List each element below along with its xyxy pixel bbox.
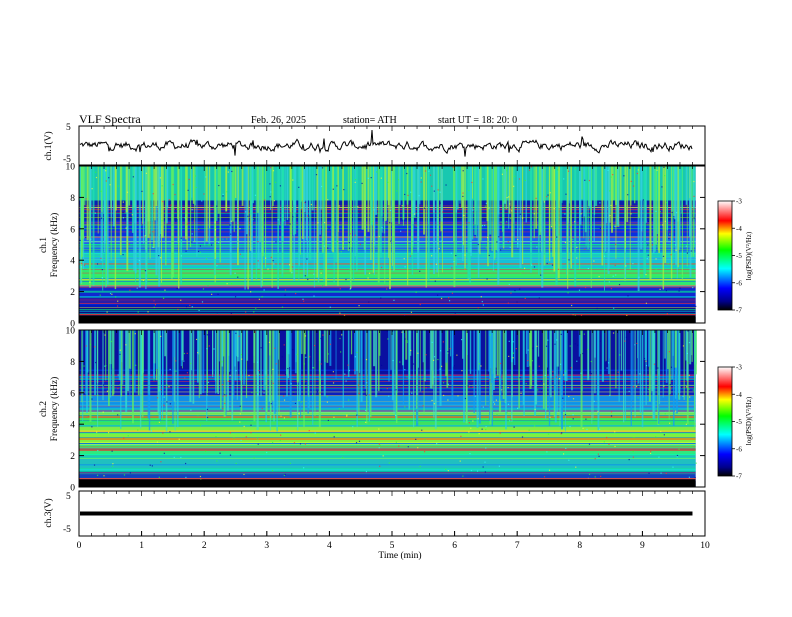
- time-axis-tick-label: 0: [77, 541, 82, 551]
- colorbar-tick-label: -7: [736, 307, 742, 315]
- ch1-ylabel: ch.1(V): [43, 131, 54, 160]
- freq-axis-tick-label: 10: [66, 327, 76, 337]
- time-axis-tick-label: 2: [202, 541, 207, 551]
- colorbar-tick-label: -6: [736, 445, 742, 453]
- ch2-colorbar: [717, 366, 733, 477]
- colorbar-tick-label: -5: [736, 418, 742, 426]
- start-time-label: start UT = 18: 20: 0: [438, 115, 517, 126]
- ch1-colorbar: [717, 200, 733, 311]
- freq-axis-tick-label: 4: [70, 257, 75, 267]
- time-axis: 0 1 2 3 4 5 6 7 8 9 10: [77, 126, 710, 551]
- freq-axis-tick-label: 8: [70, 194, 75, 204]
- ch2-spectrogram-image: [79, 330, 705, 487]
- time-axis-tick-label: 8: [577, 541, 582, 551]
- colorbar-tick-label: -3: [736, 198, 742, 206]
- time-axis-tick-label: 7: [515, 541, 520, 551]
- freq-axis-tick-label: 4: [70, 421, 75, 431]
- ch2-colorbar-label: log(PSD)(V²/Hz): [745, 396, 753, 445]
- freq-axis-tick-label: 0: [70, 320, 75, 330]
- freq-axis-tick-label: 2: [70, 288, 75, 298]
- freq-axis-tick-label: 2: [70, 452, 75, 462]
- time-axis-tick-label: 6: [452, 541, 457, 551]
- colorbar-tick-label: -3: [736, 364, 742, 372]
- date-label: Feb. 26, 2025: [251, 115, 306, 126]
- freq-axis-tick-label: 0: [70, 484, 75, 494]
- freq-axis-tick-label: 10: [66, 163, 76, 173]
- colorbar-tick-label: -5: [736, 252, 742, 260]
- figure-title: VLF Spectra: [79, 112, 141, 126]
- freq-axis-tick-label: 8: [70, 358, 75, 368]
- time-axis-label: Time (min): [378, 550, 421, 561]
- time-axis-tick-label: 4: [327, 541, 332, 551]
- colorbar-tick-label: -4: [736, 225, 742, 233]
- ch3-waveform-panel: 5 -5 ch.3(V): [43, 490, 706, 537]
- ch1-waveform-panel: 5 -5 ch.1(V): [43, 123, 706, 166]
- station-label: station= ATH: [343, 115, 397, 126]
- time-axis-tick-label: 10: [700, 541, 710, 551]
- time-axis-tick-label: 9: [640, 541, 645, 551]
- ch1-spec-ylabel-line2: Frequency (kHz): [49, 213, 60, 278]
- ch3-ylabel: ch.3(V): [43, 498, 54, 527]
- ch2-spec-ylabel-line2: Frequency (kHz): [49, 377, 60, 442]
- ch1-spec-ylabel-line1: ch.1: [39, 237, 49, 253]
- ch1-ytick-top: 5: [66, 123, 71, 133]
- ch3-ytick-top: 5: [66, 492, 71, 502]
- ch1-waveform-line: [79, 129, 693, 157]
- time-axis-tick-label: 1: [139, 541, 144, 551]
- colorbar-tick-label: -4: [736, 391, 742, 399]
- ch1-ytick-bottom: -5: [63, 155, 71, 165]
- colorbar-tick-label: -7: [736, 473, 742, 481]
- freq-axis-tick-label: 6: [70, 225, 75, 235]
- time-axis-tick-label: 5: [390, 541, 395, 551]
- ch1-colorbar-label: log(PSD)(V²/Hz): [745, 231, 753, 280]
- colorbar-tick-label: -6: [736, 279, 742, 287]
- freq-axis-tick-label: 6: [70, 389, 75, 399]
- ch3-ytick-bottom: -5: [63, 525, 71, 535]
- time-axis-tick-label: 3: [264, 541, 269, 551]
- ch2-spec-ylabel-line1: ch.2: [39, 401, 49, 417]
- ch1-spectrogram-image: [79, 166, 705, 323]
